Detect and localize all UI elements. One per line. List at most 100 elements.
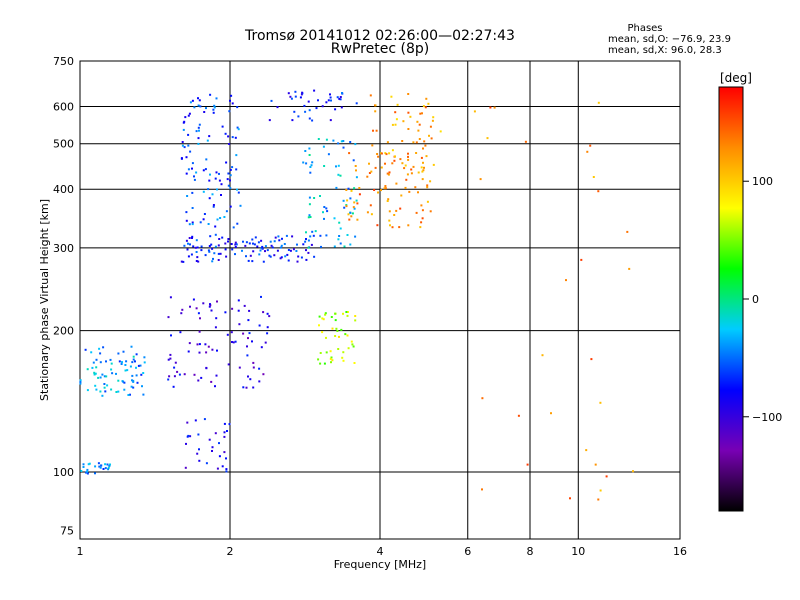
data-point bbox=[317, 99, 319, 102]
data-point bbox=[406, 173, 409, 176]
data-point bbox=[212, 111, 215, 114]
data-point bbox=[313, 89, 316, 92]
data-point bbox=[421, 178, 424, 181]
data-point bbox=[296, 243, 298, 246]
data-point bbox=[191, 167, 193, 170]
data-point bbox=[205, 462, 208, 465]
data-point bbox=[79, 382, 82, 385]
data-point bbox=[246, 354, 249, 357]
data-point bbox=[196, 343, 199, 346]
data-point bbox=[198, 129, 200, 132]
data-point bbox=[227, 135, 230, 138]
data-point bbox=[300, 256, 303, 259]
data-point bbox=[103, 386, 106, 389]
data-point bbox=[342, 359, 345, 362]
data-point bbox=[420, 166, 423, 169]
data-point bbox=[391, 123, 394, 126]
data-point bbox=[221, 125, 224, 128]
data-point bbox=[336, 96, 339, 99]
data-point bbox=[389, 224, 391, 227]
data-point bbox=[429, 180, 432, 183]
data-point bbox=[167, 378, 170, 381]
data-point bbox=[330, 356, 333, 359]
data-point bbox=[192, 298, 195, 301]
data-point bbox=[323, 165, 326, 167]
data-point bbox=[211, 446, 214, 449]
data-point bbox=[208, 135, 211, 138]
data-point bbox=[246, 345, 248, 348]
data-point bbox=[208, 250, 211, 253]
data-point bbox=[107, 466, 110, 469]
data-point bbox=[356, 202, 359, 205]
data-point bbox=[284, 255, 287, 258]
data-point bbox=[303, 104, 306, 107]
data-point bbox=[229, 205, 232, 208]
data-point bbox=[198, 343, 201, 346]
data-point bbox=[309, 235, 312, 238]
data-point bbox=[355, 102, 358, 105]
data-point bbox=[196, 452, 199, 455]
data-point bbox=[232, 226, 235, 229]
x-axis-ticks: 1 2 4 6 8 10 16 bbox=[77, 545, 688, 558]
data-point bbox=[285, 234, 288, 237]
data-point bbox=[212, 204, 215, 206]
data-point bbox=[408, 190, 411, 193]
data-point bbox=[565, 279, 567, 282]
data-point bbox=[127, 394, 130, 396]
data-point bbox=[594, 463, 597, 466]
data-point bbox=[269, 240, 272, 243]
data-point bbox=[308, 147, 311, 150]
data-point bbox=[323, 217, 325, 220]
data-point bbox=[198, 123, 201, 126]
data-point bbox=[131, 379, 133, 382]
data-point bbox=[199, 105, 202, 108]
data-point bbox=[338, 97, 341, 100]
data-point bbox=[334, 319, 337, 322]
data-point bbox=[197, 379, 200, 382]
data-point bbox=[123, 381, 126, 384]
data-point bbox=[302, 243, 305, 246]
data-point bbox=[223, 431, 226, 434]
data-point bbox=[102, 346, 105, 349]
data-point bbox=[326, 210, 329, 213]
data-point bbox=[340, 106, 343, 109]
data-point bbox=[94, 472, 96, 475]
data-point bbox=[524, 140, 527, 143]
data-point bbox=[247, 375, 249, 378]
data-point bbox=[266, 249, 269, 252]
data-point bbox=[231, 248, 234, 251]
data-point bbox=[337, 348, 340, 350]
data-point bbox=[225, 161, 228, 164]
data-point bbox=[122, 350, 125, 353]
data-point bbox=[221, 465, 224, 468]
data-point bbox=[355, 199, 358, 202]
data-point bbox=[93, 371, 96, 374]
data-point bbox=[597, 190, 600, 193]
data-point bbox=[187, 350, 190, 353]
data-point bbox=[597, 101, 600, 104]
data-point bbox=[248, 332, 251, 335]
data-point bbox=[110, 368, 113, 371]
data-point bbox=[237, 309, 240, 312]
data-point bbox=[99, 352, 102, 355]
data-point bbox=[329, 350, 332, 353]
y-tick-label: 750 bbox=[53, 55, 74, 68]
data-point bbox=[394, 111, 397, 114]
data-point bbox=[350, 215, 353, 218]
data-point bbox=[183, 120, 186, 123]
data-point bbox=[209, 304, 212, 307]
data-point bbox=[247, 259, 250, 262]
data-point bbox=[191, 223, 194, 226]
data-point bbox=[185, 172, 188, 175]
data-point bbox=[264, 341, 267, 344]
data-point bbox=[404, 164, 407, 167]
data-point bbox=[79, 379, 82, 382]
data-point bbox=[227, 240, 229, 243]
data-point bbox=[289, 249, 292, 252]
data-point bbox=[229, 168, 232, 171]
data-point bbox=[132, 386, 135, 389]
data-point bbox=[94, 465, 97, 468]
data-point bbox=[409, 115, 412, 118]
data-point bbox=[401, 140, 404, 142]
data-point bbox=[412, 165, 415, 168]
